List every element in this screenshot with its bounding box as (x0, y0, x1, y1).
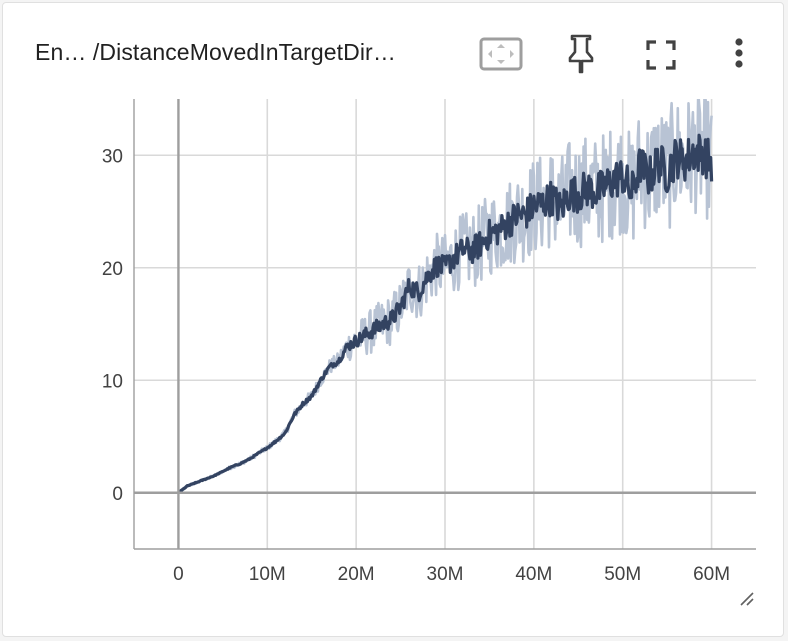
chart-title: En… /DistanceMovedInTargetDir… (35, 39, 396, 65)
resize-handle[interactable] (739, 591, 755, 607)
resize-handle-icon (740, 592, 754, 606)
fit-to-data-icon (479, 37, 523, 71)
y-tick-label: 0 (112, 484, 123, 505)
more-options-button[interactable] (715, 31, 763, 79)
x-tick-label: 20M (338, 564, 375, 585)
series-line (177, 133, 714, 495)
fullscreen-icon (646, 40, 676, 70)
y-axis-ticks: 0 10 20 30 (102, 146, 123, 505)
x-tick-label: 50M (604, 564, 641, 585)
axes (133, 99, 756, 550)
line-chart[interactable]: 0 10M 20M 30M 40M 50M 60M 0 10 20 30 (3, 3, 785, 638)
x-axis-ticks: 0 10M 20M 30M 40M 50M 60M (173, 564, 730, 585)
y-tick-label: 30 (102, 146, 123, 167)
more-vert-icon (735, 38, 743, 68)
x-tick-label: 10M (249, 564, 286, 585)
x-tick-label: 0 (173, 564, 184, 585)
pin-button[interactable] (557, 31, 605, 79)
fullscreen-button[interactable] (637, 31, 685, 79)
x-tick-label: 40M (515, 564, 552, 585)
y-tick-label: 20 (102, 259, 123, 280)
y-tick-label: 10 (102, 371, 123, 392)
pin-icon (568, 34, 594, 74)
card-header: En… /DistanceMovedInTargetDir… (3, 3, 785, 103)
x-tick-label: 30M (427, 564, 464, 585)
x-tick-label: 60M (693, 564, 730, 585)
fit-to-data-button[interactable] (477, 31, 525, 79)
series-line-layer (177, 133, 714, 495)
